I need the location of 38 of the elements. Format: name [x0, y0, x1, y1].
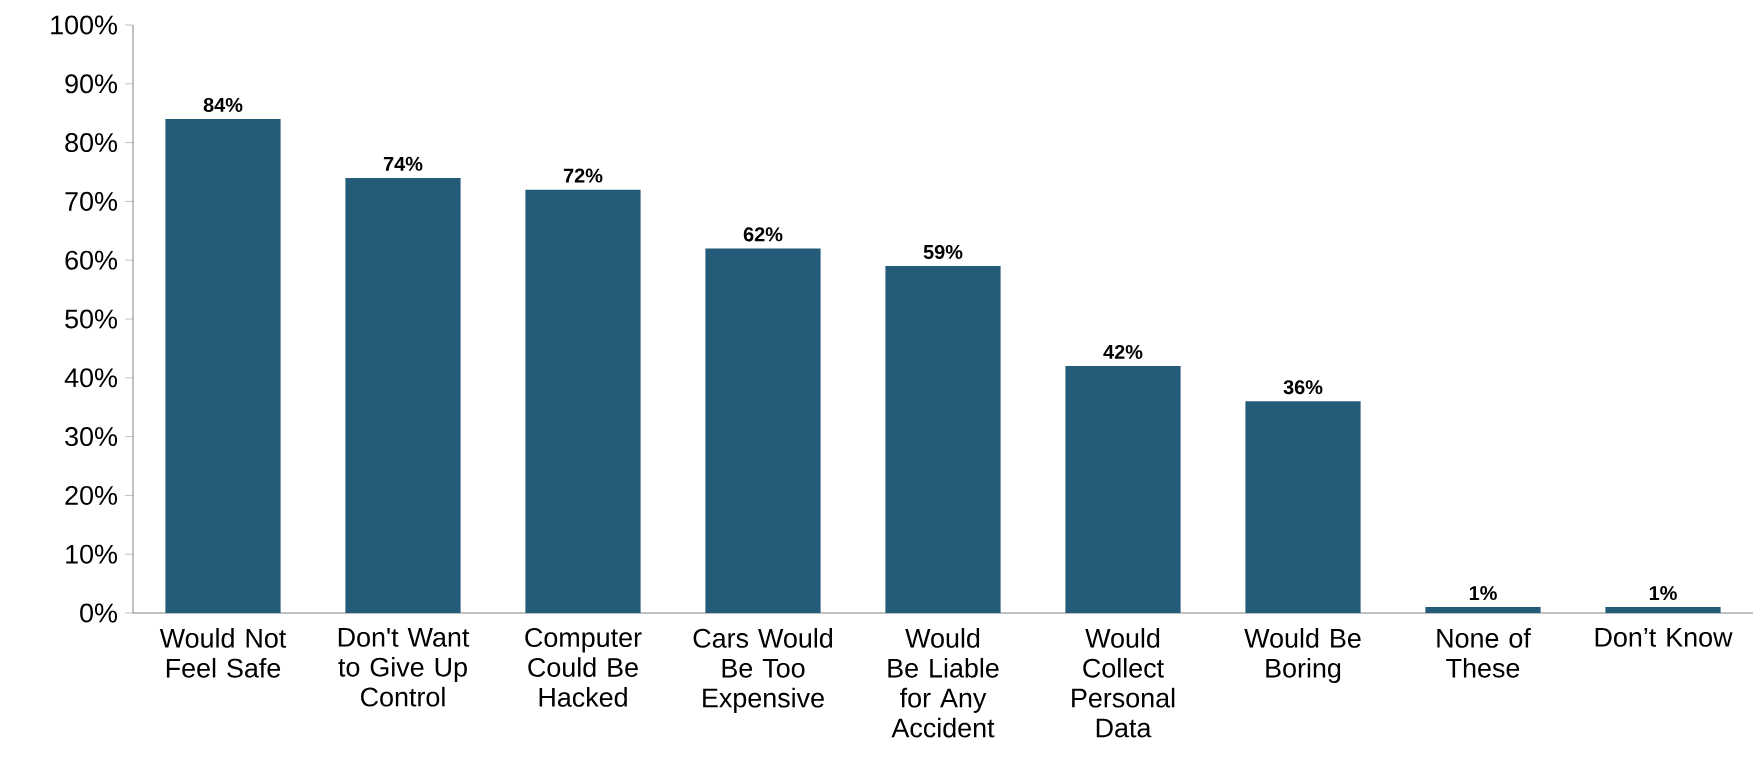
bar [1245, 401, 1361, 613]
data-label: 74% [383, 156, 423, 171]
y-tick-label: 80% [65, 133, 117, 153]
data-label: 36% [1283, 380, 1323, 395]
y-tick-label: 0% [80, 603, 118, 623]
bar [885, 266, 1001, 613]
x-tick-label: Don’t Know [1595, 628, 1733, 647]
x-tick-label: None of These [1437, 628, 1531, 678]
bar [345, 177, 461, 613]
x-tick-label: Cars Would Be Too Expensive [693, 628, 833, 713]
y-tick-label: 20% [65, 485, 117, 505]
data-label: 62% [743, 227, 783, 242]
y-tick-label: 30% [65, 427, 117, 447]
x-tick-label: Would Be Liable for Any Accident [888, 628, 999, 738]
bar [525, 189, 641, 613]
data-label: 1% [1649, 586, 1677, 601]
bar [165, 119, 281, 613]
y-tick-label: 100% [51, 15, 117, 35]
bar [1605, 607, 1721, 613]
x-tick-label: Would Be Boring [1244, 628, 1361, 684]
y-tick-label: 70% [65, 191, 117, 211]
x-tick-label: Don't Want to Give Up Control [338, 628, 470, 707]
y-tick-label: 40% [64, 368, 117, 388]
data-label: 59% [923, 244, 963, 260]
x-tick-label: Computer Could Be Hacked [525, 628, 642, 707]
data-label: 84% [203, 97, 243, 113]
data-label: 72% [563, 168, 603, 183]
y-tick-label: 60% [65, 250, 117, 270]
data-label: 42% [1103, 344, 1143, 359]
x-tick-label: Would Not Feel Safe [159, 628, 287, 678]
x-tick-label: Would Collect Personal Data [1072, 628, 1175, 738]
bar [1425, 607, 1541, 613]
y-tick-label: 50% [65, 309, 117, 329]
bar [1065, 366, 1181, 613]
y-tick-label: 10% [66, 544, 117, 564]
y-tick-label: 90% [65, 74, 117, 94]
bar [705, 248, 821, 613]
data-label: 1% [1469, 586, 1497, 601]
